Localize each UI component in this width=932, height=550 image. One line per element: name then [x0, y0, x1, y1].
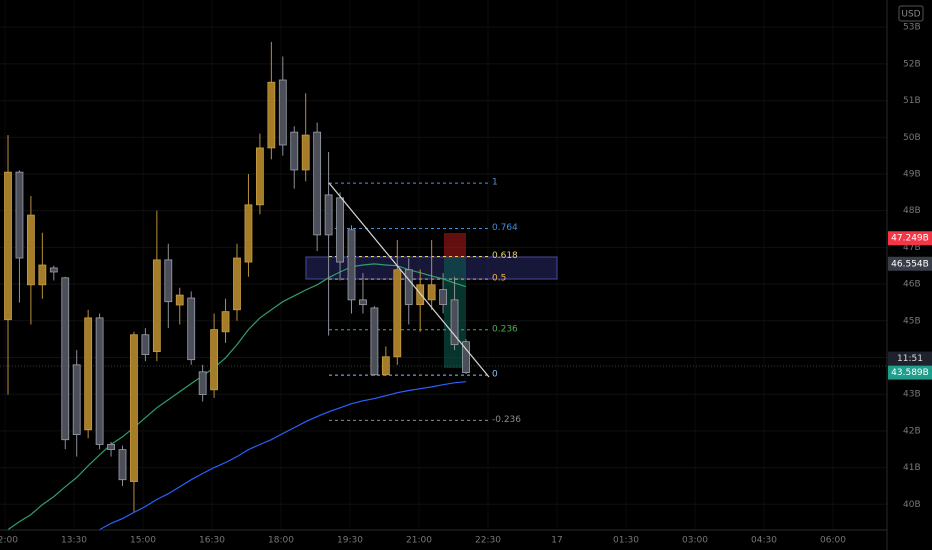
candle-body — [15, 171, 24, 259]
y-tick-label: 41B — [903, 463, 921, 473]
candle-body — [381, 356, 390, 376]
moving-average — [7, 263, 467, 531]
price-label-box — [888, 256, 932, 271]
price-axis — [887, 0, 932, 550]
axes: 53B52B51B50B49B48B47B46B45B44B43B42B41B4… — [0, 23, 932, 546]
candle-body — [26, 214, 35, 286]
candle-body — [336, 197, 344, 263]
x-tick-label: 16:30 — [199, 536, 225, 546]
x-tick-label: 18:00 — [268, 536, 294, 546]
moving-averages — [7, 263, 467, 531]
y-tick-label: 51B — [903, 96, 921, 106]
candle-body — [416, 284, 425, 306]
fib-label: 0.618 — [492, 251, 518, 261]
y-tick-label: 45B — [903, 316, 921, 326]
candle-body — [221, 311, 230, 333]
x-tick-label: 17 — [551, 536, 562, 546]
x-tick-label: 01:30 — [613, 536, 639, 546]
x-tick-label: 04:30 — [751, 536, 777, 546]
y-tick-label: 53B — [903, 23, 921, 33]
y-tick-label: 52B — [903, 59, 921, 69]
candle-body — [313, 131, 322, 236]
x-tick-label: 03:00 — [682, 536, 708, 546]
candle-body — [233, 257, 241, 311]
price-label-box — [888, 231, 932, 246]
candle-body — [370, 307, 379, 376]
y-tick-label: 42B — [903, 426, 921, 436]
candle-body — [152, 259, 161, 353]
candle-body — [404, 269, 413, 306]
candle-body — [141, 334, 150, 355]
candle-body — [278, 79, 287, 146]
fib-label: 0.5 — [492, 274, 506, 284]
candle-body — [49, 267, 58, 273]
stop-zone — [444, 233, 466, 258]
x-tick-label: 06:00 — [820, 536, 846, 546]
candle-body — [462, 341, 470, 373]
candle-body — [95, 317, 104, 445]
candle-body — [210, 329, 219, 391]
candle-body — [450, 299, 459, 346]
x-tick-label: 22:30 — [475, 536, 501, 546]
candle-body — [439, 289, 448, 306]
candles — [4, 41, 470, 512]
y-tick-label: 50B — [903, 133, 921, 143]
candle-body — [244, 204, 253, 263]
y-tick-label: 48B — [903, 206, 921, 216]
x-tick-label: 15:00 — [130, 536, 156, 546]
fib-label: 1 — [492, 178, 498, 188]
candle-body — [130, 334, 138, 482]
candle-body — [301, 134, 310, 171]
candle-body — [4, 171, 12, 321]
x-tick-label: 12:00 — [0, 536, 18, 546]
price-label: 47.249B — [891, 234, 929, 244]
y-tick-label: 46B — [903, 280, 921, 290]
candle-body — [198, 371, 207, 395]
candle-body — [427, 284, 436, 301]
x-tick-label: 13:30 — [61, 536, 87, 546]
candle-body — [347, 229, 356, 301]
candle-body — [164, 259, 173, 303]
price-label: 43.589B — [891, 368, 929, 378]
y-tick-label: 43B — [903, 390, 921, 400]
candle-body — [38, 264, 47, 286]
x-tick-label: 19:30 — [337, 536, 363, 546]
candle-body — [107, 444, 115, 451]
y-tick-label: 49B — [903, 169, 921, 179]
candle-body — [187, 297, 196, 361]
countdown: 11:51 — [897, 354, 923, 364]
candle-body — [84, 317, 93, 431]
price-label: 46.554B — [891, 259, 929, 269]
currency-box[interactable] — [898, 5, 924, 22]
currency: USD — [901, 10, 920, 20]
fib-label: 0 — [492, 370, 498, 380]
fib-label: 0.764 — [492, 223, 518, 233]
candle-body — [267, 81, 276, 149]
candle-body — [290, 131, 299, 171]
y-tick-label: 47B — [903, 243, 921, 253]
fib-label: 0.236 — [492, 324, 518, 334]
y-tick-label: 40B — [903, 500, 921, 510]
moving-average — [99, 381, 467, 531]
candle-body — [255, 147, 264, 206]
trend-line — [328, 182, 490, 378]
candle-body — [61, 277, 70, 441]
x-tick-label: 21:00 — [406, 536, 432, 546]
candle-body — [324, 194, 333, 236]
fib-label: -0.236 — [492, 415, 521, 425]
candle-body — [175, 294, 184, 306]
candle-body — [359, 299, 367, 306]
candle-body — [72, 364, 81, 435]
countdown-box — [888, 351, 932, 366]
price-label-box — [888, 365, 932, 380]
candle-body — [118, 449, 127, 481]
candle-body — [393, 269, 402, 358]
